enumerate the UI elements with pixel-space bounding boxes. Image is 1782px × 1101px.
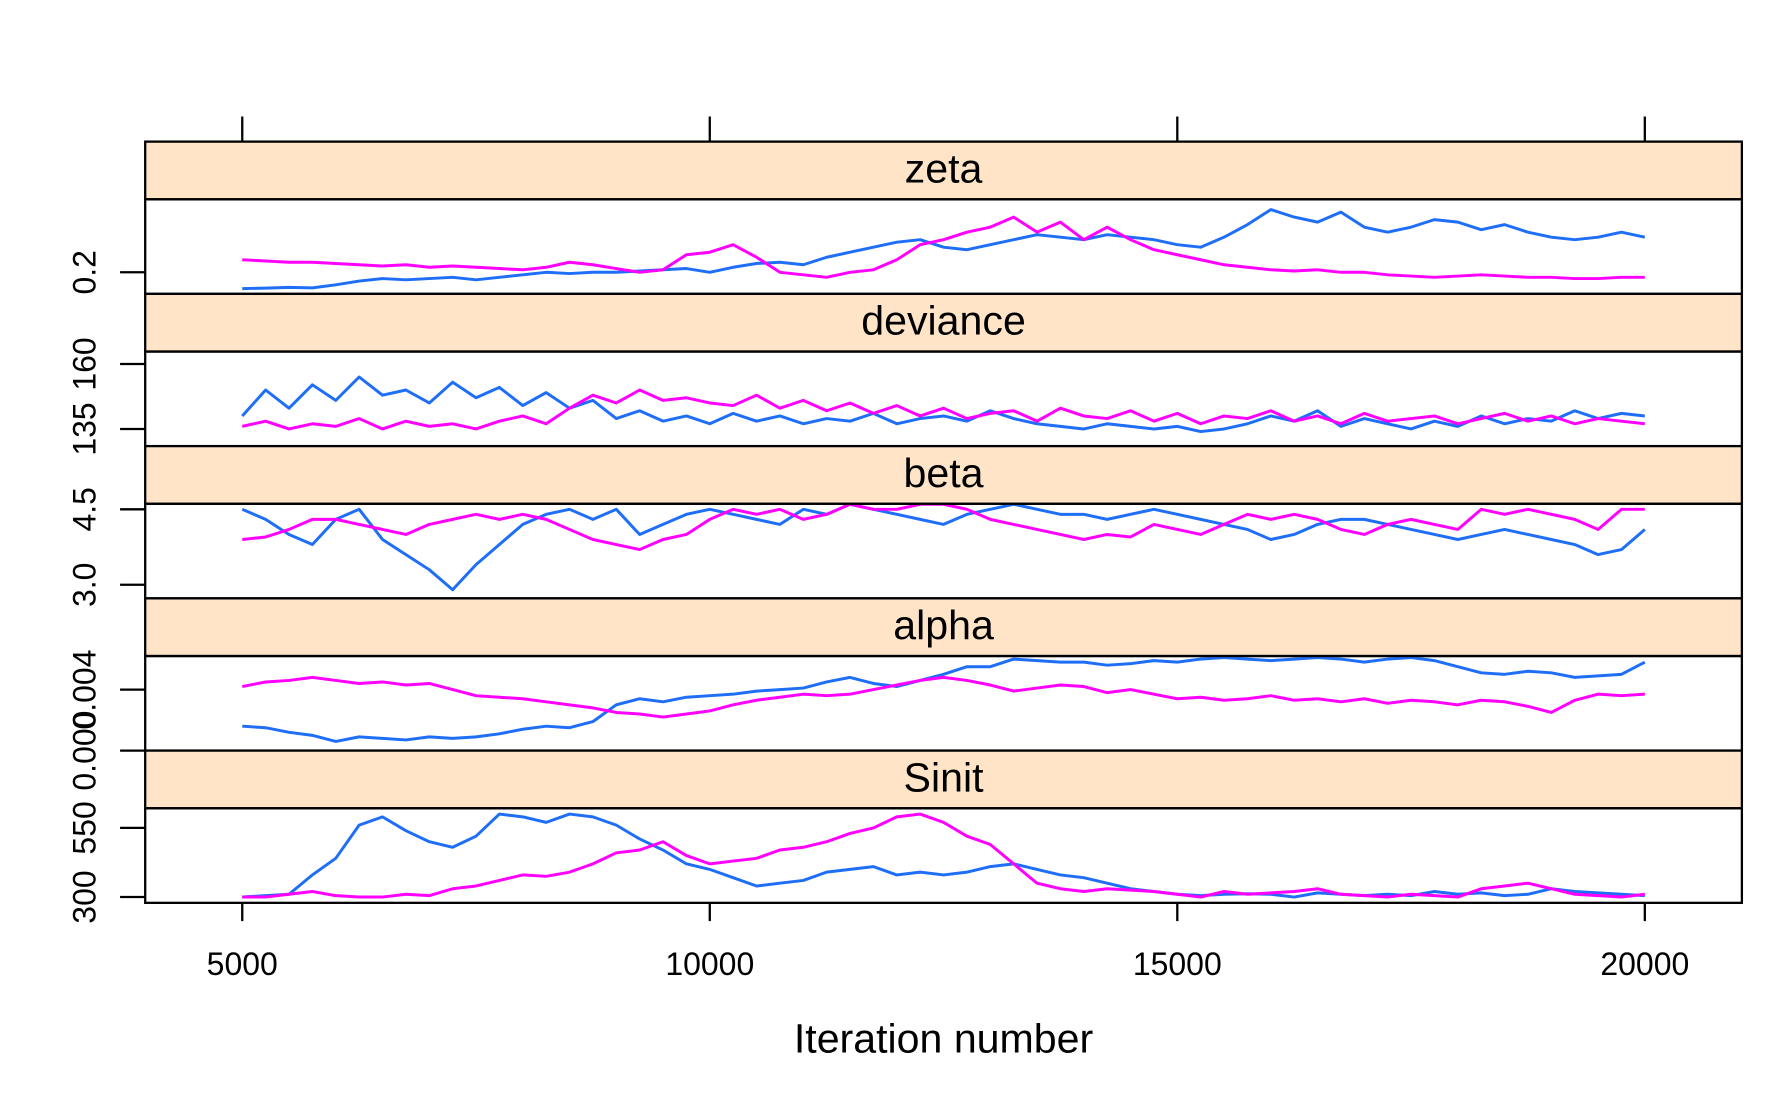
y-tick-label: 160 (66, 337, 102, 390)
y-tick-label: 0.2 (66, 250, 102, 294)
strip-label: deviance (861, 298, 1026, 344)
strip (144, 597, 1744, 658)
x-tick-label: 5000 (207, 946, 278, 982)
strip-label: zeta (905, 145, 983, 191)
y-tick-label: 0.000 (66, 711, 102, 791)
y-tick-label: 0.004 (66, 650, 102, 730)
y-tick-label: 550 (66, 801, 102, 854)
trace-line (242, 215, 1645, 281)
y-tick-label: 300 (66, 870, 102, 923)
strip-label: Sinit (904, 754, 985, 800)
trace-line (241, 503, 1646, 592)
y-tick-label: 135 (66, 402, 102, 455)
strip (144, 749, 1744, 810)
strip-label: beta (904, 450, 984, 496)
panel-frame (144, 350, 1744, 448)
strip-label: alpha (893, 602, 994, 648)
trace-line (242, 812, 1645, 899)
strip (144, 292, 1744, 353)
panel-frame (144, 502, 1744, 600)
trace-line (242, 208, 1646, 291)
trace-line (242, 812, 1645, 899)
x-axis-label: Iteration number (794, 1015, 1093, 1061)
trace-line (241, 375, 1645, 434)
y-tick-label: 3.0 (66, 563, 102, 607)
strip (144, 140, 1744, 201)
y-tick-label: 4.5 (66, 487, 102, 531)
x-tick-label: 10000 (665, 946, 754, 982)
panel-frame (144, 654, 1744, 752)
trace-line (242, 503, 1645, 552)
trace-line (241, 388, 1645, 431)
x-tick-label: 20000 (1600, 946, 1689, 982)
panel-frame (144, 807, 1744, 904)
x-tick-label: 15000 (1133, 946, 1222, 982)
trace-line (241, 675, 1645, 719)
trace-line (242, 656, 1646, 743)
